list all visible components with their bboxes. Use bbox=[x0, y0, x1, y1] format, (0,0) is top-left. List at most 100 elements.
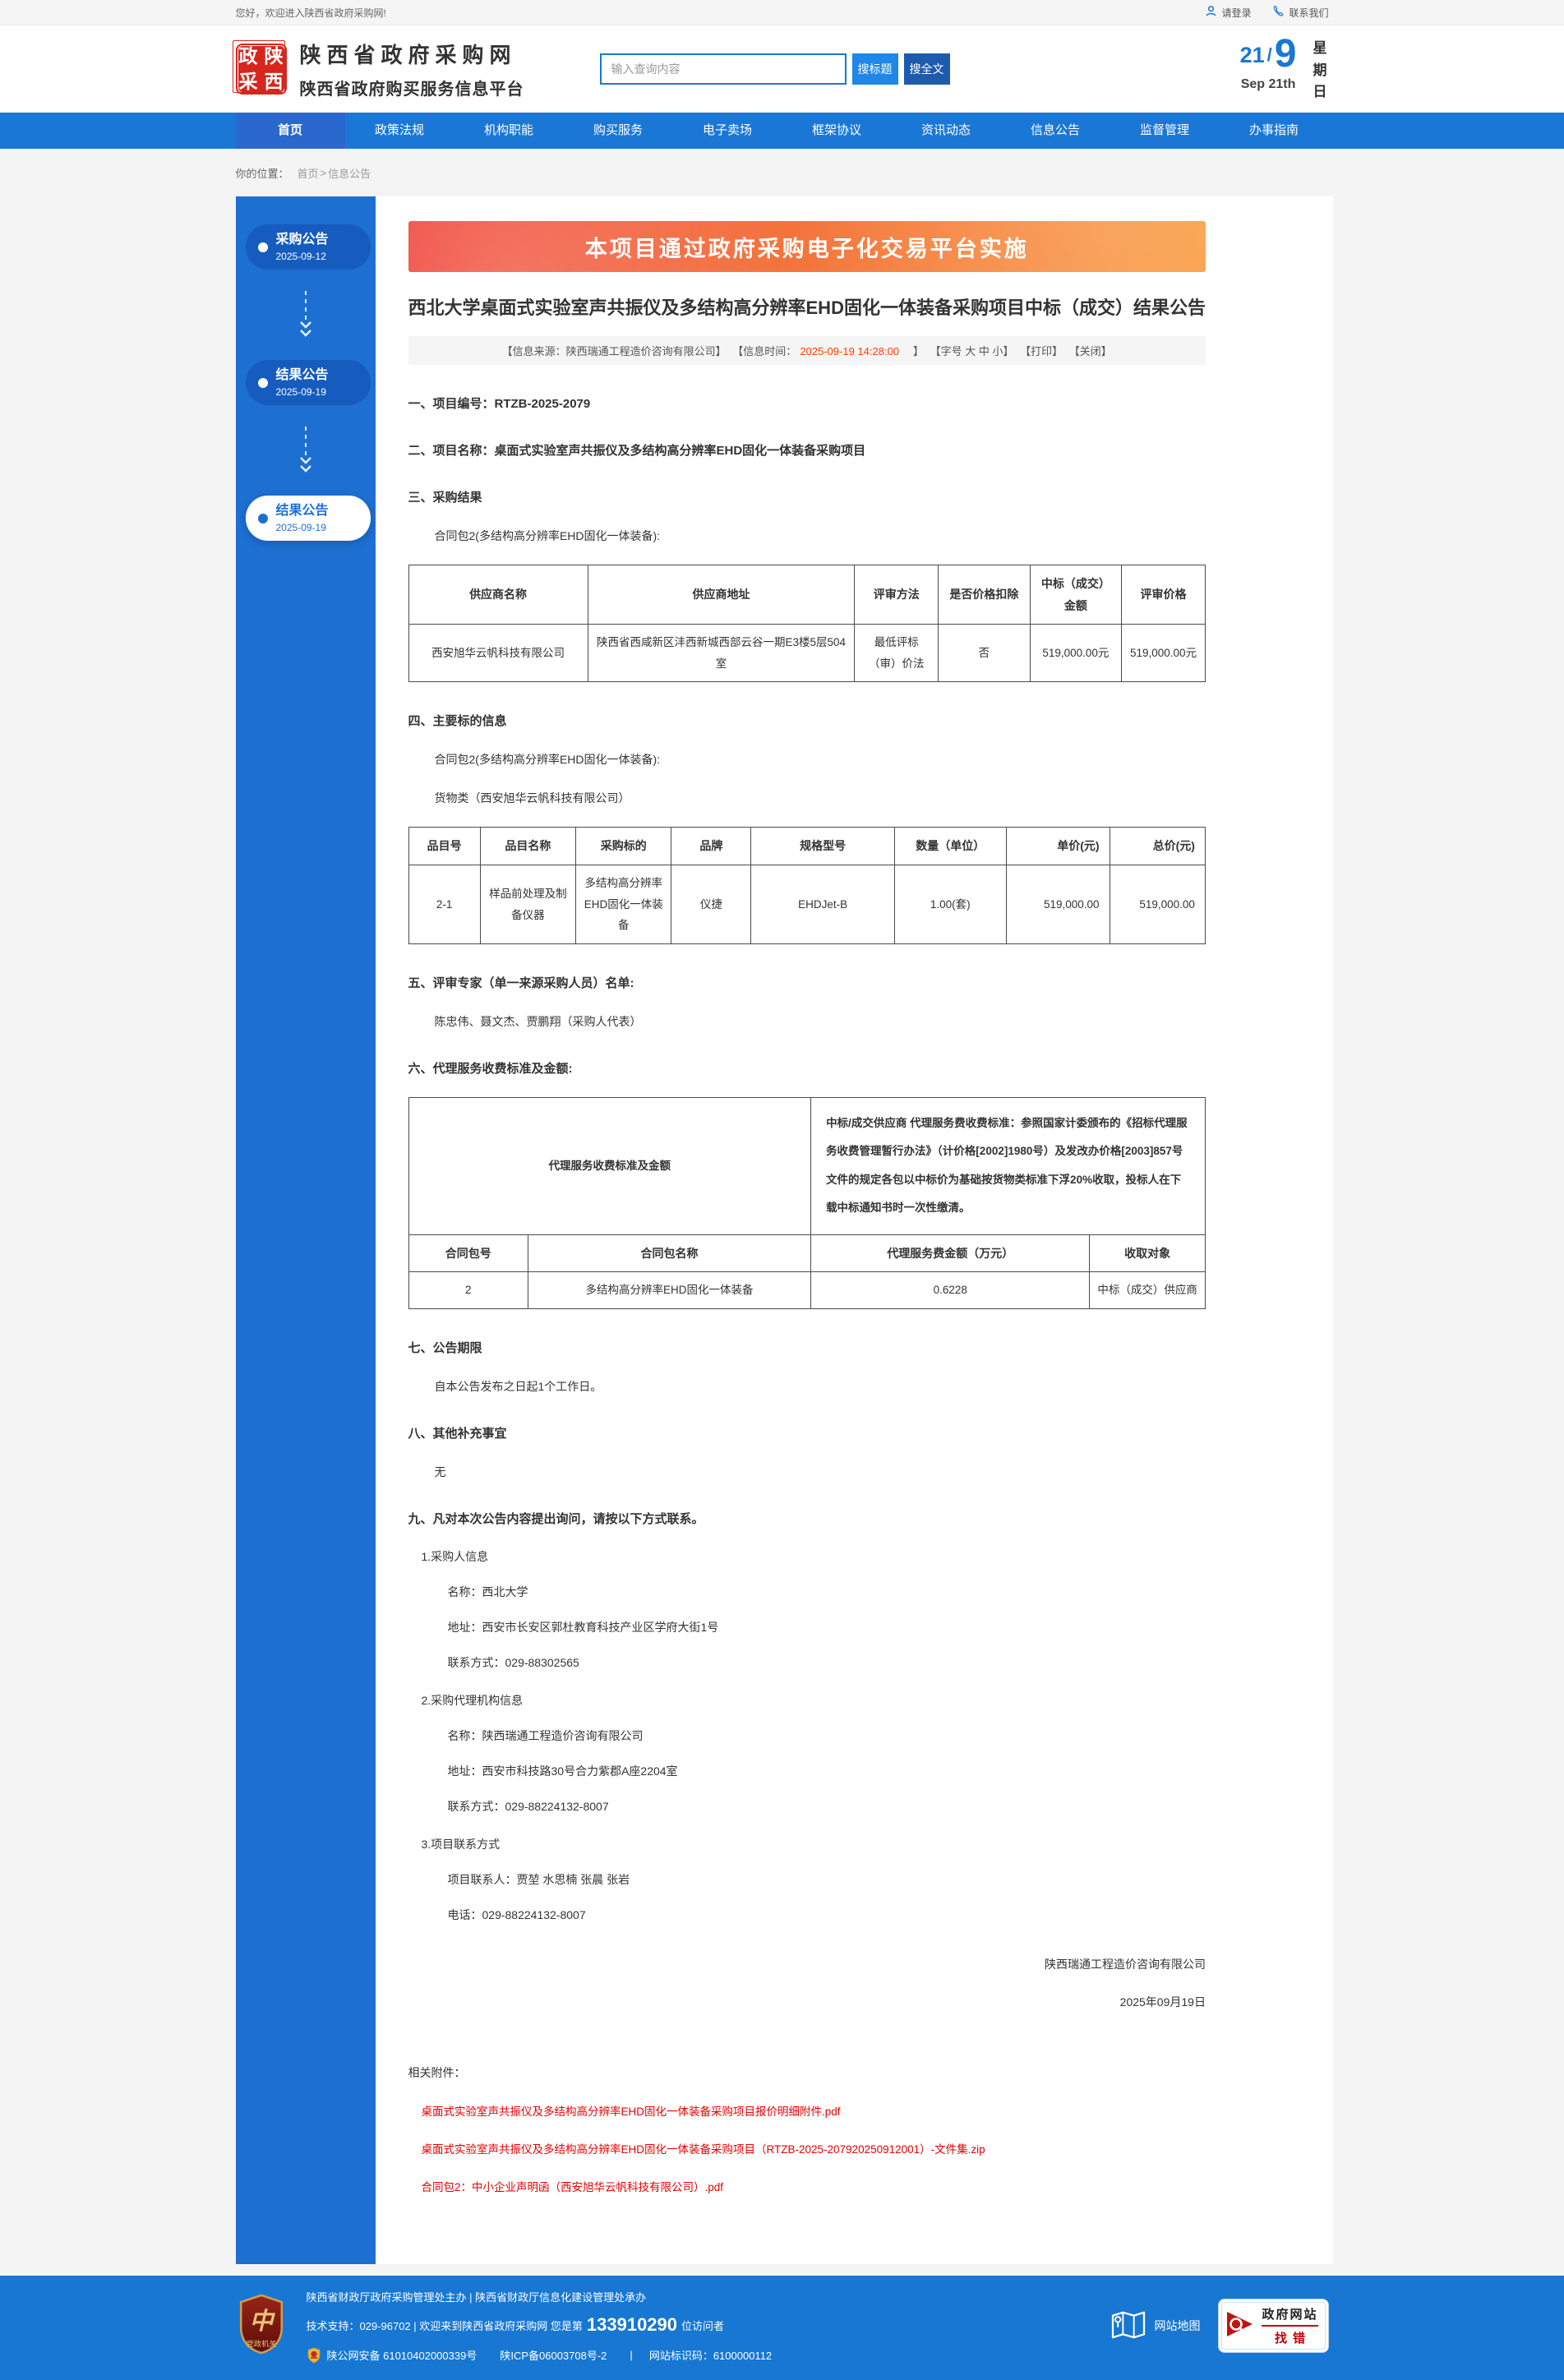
total-price-cell: 519,000.00 bbox=[1109, 865, 1206, 944]
table-row: 2-1 样品前处理及制备仪器 多结构高分辨率EHD固化一体装备 仪捷 EHDJe… bbox=[408, 865, 1206, 944]
col-header: 总价(元) bbox=[1109, 827, 1206, 866]
contact-line: 联系方式：029-88224132-8007 bbox=[447, 1799, 609, 1813]
font-size-control[interactable]: 【字号 大 中 小】 bbox=[930, 345, 1014, 357]
agency-fee-desc-cell: 中标/成交供应商 代理服务费收费标准：参照国家计委颁布的《招标代理服务收费管理暂… bbox=[810, 1096, 1206, 1235]
award-amount-cell: 519,000.00元 bbox=[1029, 624, 1123, 683]
nav-item-announcements[interactable]: 信息公告 bbox=[1030, 123, 1080, 137]
col-header: 单价(元) bbox=[1005, 827, 1110, 866]
info-time-close: 】 bbox=[902, 345, 925, 357]
svg-text:党政机关: 党政机关 bbox=[246, 2339, 276, 2349]
review-price-cell: 519,000.00元 bbox=[1121, 624, 1206, 683]
login-link[interactable]: 请登录 bbox=[1205, 5, 1251, 20]
timeline-item-date: 2025-09-19 bbox=[275, 386, 326, 398]
col-header: 供应商名称 bbox=[408, 564, 588, 625]
timeline-dot bbox=[257, 242, 268, 252]
timeline-item-title: 结果公告 bbox=[275, 368, 329, 382]
map-icon bbox=[1111, 2309, 1146, 2343]
close-button[interactable]: 【关闭】 bbox=[1068, 345, 1112, 357]
col-header: 采购标的 bbox=[575, 827, 672, 866]
nav-item-guide[interactable]: 办事指南 bbox=[1248, 123, 1299, 137]
down-arrow-icon bbox=[236, 289, 376, 340]
fee-payer-cell: 中标（成交）供应商 bbox=[1089, 1271, 1206, 1309]
icp-filing-link[interactable]: 陕ICP备06003708号-2 bbox=[500, 2350, 607, 2363]
section-project-number: 一、项目编号：RTZB-2025-2079 bbox=[408, 397, 591, 411]
police-badge-icon bbox=[307, 2347, 321, 2364]
search-fulltext-button[interactable]: 搜全文 bbox=[903, 53, 950, 85]
nav-item-news[interactable]: 资讯动态 bbox=[920, 123, 971, 137]
col-header: 品目号 bbox=[408, 827, 481, 866]
logo-char: 西 bbox=[264, 71, 284, 92]
sitemap-link[interactable]: 网站地图 bbox=[1111, 2309, 1200, 2343]
contact-group-title: 2.采购代理机构信息 bbox=[421, 1693, 524, 1707]
col-header: 评审价格 bbox=[1121, 564, 1206, 625]
article-meta-bar: 【信息来源：陕西瑞通工程造价咨询有限公司】 【信息时间： 2025-09-19 1… bbox=[408, 336, 1206, 365]
logo-char: 采 bbox=[238, 71, 258, 92]
nav-item-e-mall[interactable]: 电子卖场 bbox=[702, 123, 752, 137]
attachment-link-quotation-pdf[interactable]: 桌面式实验室声共振仪及多结构高分辨率EHD固化一体装备采购项目报价明细附件.pd… bbox=[421, 2105, 841, 2118]
col-header: 是否价格扣除 bbox=[938, 564, 1031, 625]
timeline-item-purchase-announcement[interactable]: 采购公告 2025-09-12 bbox=[245, 224, 371, 270]
breadcrumb-current[interactable]: 信息公告 bbox=[328, 167, 371, 180]
section-main-subject-info: 四、主要标的信息 bbox=[408, 714, 507, 729]
items-table: 品目号 品目名称 采购标的 品牌 规格型号 数量（单位） 单价(元) 总价(元)… bbox=[408, 827, 1206, 944]
logo-char: 政 bbox=[238, 45, 258, 67]
phone-icon bbox=[1272, 5, 1285, 20]
table-row: 西安旭华云帆科技有限公司 陕西省西咸新区沣西新城西部云谷一期E3楼5层504室 … bbox=[408, 624, 1206, 683]
timeline-item-result-announcement-2[interactable]: 结果公告 2025-09-19 bbox=[245, 496, 371, 541]
date-month: 9 bbox=[1274, 32, 1297, 76]
article-main: 本项目通过政府采购电子化交易平台实施 西北大学桌面式实验室声共振仪及多结构高分辨… bbox=[375, 196, 1333, 2264]
supplier-address-cell: 陕西省西咸新区沣西新城西部云谷一期E3楼5层504室 bbox=[587, 624, 856, 683]
footer-organizer-line: 陕西省财政厅政府采购管理处主办 | 陕西省财政厅信息化建设管理处承办 bbox=[306, 2290, 647, 2304]
col-header: 中标（成交）金额 bbox=[1029, 564, 1123, 625]
error-report-action: 找错 bbox=[1274, 2332, 1311, 2346]
error-report-title: 政府网站 bbox=[1262, 2305, 1318, 2327]
package-number-cell: 2 bbox=[408, 1271, 528, 1309]
section-review-experts: 五、评审专家（单一来源采购人员）名单: bbox=[408, 976, 634, 990]
contact-group-title: 1.采购人信息 bbox=[421, 1549, 489, 1563]
nav-item-framework[interactable]: 框架协议 bbox=[811, 123, 861, 137]
print-button[interactable]: 【打印】 bbox=[1020, 345, 1063, 357]
contact-line: 名称：西北大学 bbox=[447, 1584, 528, 1598]
section-announcement-period: 七、公告期限 bbox=[408, 1340, 482, 1355]
col-header: 合同包号 bbox=[408, 1234, 528, 1273]
date-day: 21 bbox=[1239, 43, 1265, 68]
table-header-row: 品目号 品目名称 采购标的 品牌 规格型号 数量（单位） 单价(元) 总价(元) bbox=[408, 827, 1206, 866]
header-search: 搜标题 搜全文 bbox=[599, 53, 950, 85]
breadcrumb-home-link[interactable]: 首页 bbox=[297, 167, 319, 180]
top-utility-bar: 您好，欢迎进入陕西省政府采购网! 请登录 联系我们 bbox=[0, 0, 1564, 25]
table-row: 代理服务收费标准及金额 中标/成交供应商 代理服务费收费标准：参照国家计委颁布的… bbox=[408, 1096, 1206, 1235]
attachment-link-sme-declaration-pdf[interactable]: 合同包2：中小企业声明函（西安旭华云帆科技有限公司）.pdf bbox=[421, 2180, 724, 2193]
site-logo-seal[interactable]: 政 陕 采 西 bbox=[232, 40, 287, 95]
procurement-subject-cell: 多结构高分辨率EHD固化一体装备 bbox=[575, 865, 672, 944]
contact-us-link[interactable]: 联系我们 bbox=[1272, 5, 1329, 20]
signature-company: 陕西瑞通工程造价咨询有限公司 bbox=[1044, 1957, 1206, 1971]
signature-block: 陕西瑞通工程造价咨询有限公司 2025年09月19日 bbox=[408, 1956, 1206, 2010]
contact-line: 项目联系人：贾堃 水思楠 张晨 张岩 bbox=[447, 1872, 630, 1886]
nav-item-policy[interactable]: 政策法规 bbox=[374, 123, 424, 137]
article-title: 西北大学桌面式实验室声共振仪及多结构高分辨率EHD固化一体装备采购项目中标（成交… bbox=[408, 298, 1206, 318]
table-header-row: 合同包号 合同包名称 代理服务费金额（万元） 收取对象 bbox=[408, 1234, 1206, 1273]
gov-site-error-report-badge[interactable]: 政府网站 找错 bbox=[1218, 2299, 1329, 2354]
timeline-item-date: 2025-09-12 bbox=[275, 251, 326, 262]
public-security-filing-link[interactable]: 陕公网安备 61010402000339号 bbox=[326, 2350, 478, 2363]
contact-group-title: 3.项目联系方式 bbox=[421, 1837, 501, 1851]
date-english: Sep 21th bbox=[1240, 77, 1296, 92]
attachment-link-fileset-zip[interactable]: 桌面式实验室声共振仪及多结构高分辨率EHD固化一体装备采购项目（RTZB-202… bbox=[421, 2142, 985, 2156]
timeline-item-result-announcement-1[interactable]: 结果公告 2025-09-19 bbox=[245, 360, 371, 405]
nav-item-functions[interactable]: 机构职能 bbox=[483, 123, 533, 137]
user-icon bbox=[1205, 5, 1217, 20]
nav-item-purchase-services[interactable]: 购买服务 bbox=[593, 123, 643, 137]
info-time-label: 【信息时间： bbox=[732, 345, 797, 357]
breadcrumb-separator: > bbox=[320, 166, 327, 179]
nav-item-supervision[interactable]: 监督管理 bbox=[1139, 123, 1189, 137]
welcome-text: 您好，欢迎进入陕西省政府采购网! bbox=[235, 7, 386, 19]
search-title-button[interactable]: 搜标题 bbox=[851, 53, 898, 85]
date-widget: 21 / 9 Sep 21th 星期日 bbox=[1240, 35, 1329, 103]
search-input[interactable] bbox=[599, 53, 847, 85]
contact-line: 联系方式：029-88302565 bbox=[447, 1655, 579, 1669]
section-agency-fee: 六、代理服务收费标准及金额: bbox=[408, 1061, 573, 1076]
other-matters-text: 无 bbox=[434, 1464, 446, 1478]
col-header: 规格型号 bbox=[750, 827, 895, 866]
contact-us-label: 联系我们 bbox=[1289, 7, 1329, 19]
nav-item-home[interactable]: 首页 bbox=[235, 113, 345, 149]
